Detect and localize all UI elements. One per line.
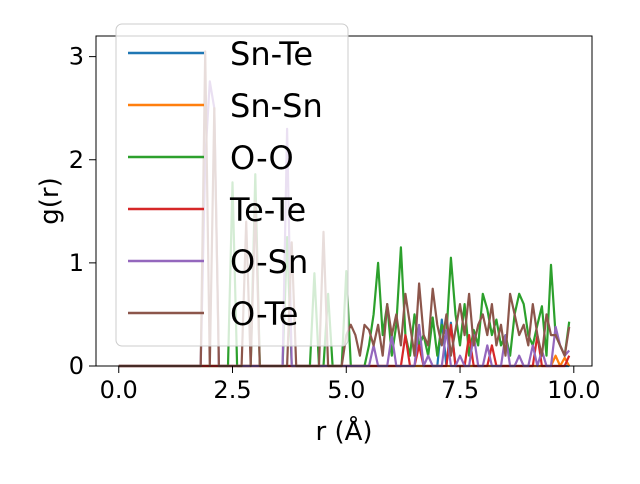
legend-label-sn-te: Sn-Te [230, 35, 313, 73]
legend: Sn-Te Sn-Sn O-O Te-Te O-Sn O-Te [115, 23, 349, 347]
y-tick-label: 2 [69, 146, 84, 174]
x-axis-label: r (Å) [315, 415, 372, 447]
x-tick-label: 7.5 [441, 376, 479, 404]
y-axis-label: g(r) [35, 177, 65, 224]
legend-label-sn-sn: Sn-Sn [230, 87, 323, 125]
legend-label-o-o: O-O [230, 139, 294, 177]
x-tick-label: 0.0 [100, 376, 138, 404]
x-tick-label: 2.5 [213, 376, 251, 404]
legend-label-te-te: Te-Te [229, 191, 306, 229]
x-tick-label: 5.0 [327, 376, 365, 404]
y-tick-label: 1 [69, 249, 84, 277]
y-tick-label: 0 [69, 352, 84, 380]
x-tick-label: 10.0 [547, 376, 600, 404]
y-tick-label: 3 [69, 43, 84, 71]
legend-label-o-sn: O-Sn [230, 243, 308, 281]
legend-label-o-te: O-Te [230, 295, 298, 333]
ticks-layer: 0.0 2.5 5.0 7.5 10.0 0 1 2 3 [69, 43, 601, 404]
